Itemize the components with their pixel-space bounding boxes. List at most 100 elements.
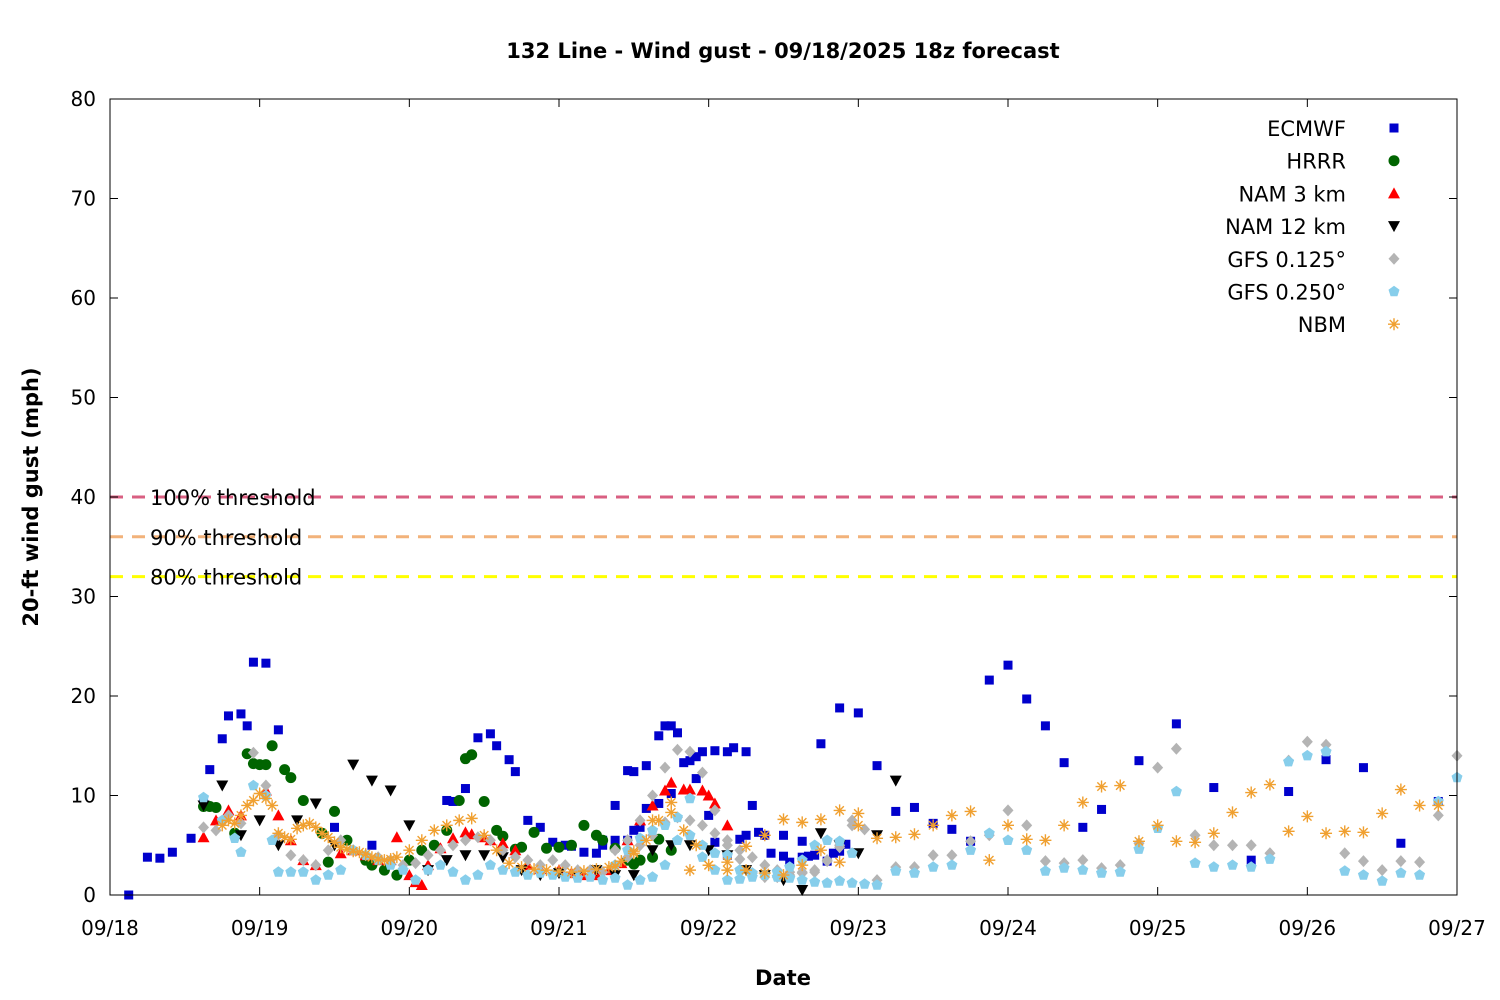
data-point <box>415 834 428 847</box>
data-point <box>1414 869 1426 880</box>
data-point <box>629 825 639 835</box>
data-point <box>253 787 266 800</box>
legend-label: NBM <box>1298 313 1346 337</box>
data-point <box>635 822 645 832</box>
data-point <box>247 746 259 759</box>
data-point <box>1394 783 1407 796</box>
data-point <box>835 703 845 713</box>
data-point <box>278 831 291 844</box>
data-point <box>577 865 590 878</box>
data-point <box>223 711 233 721</box>
data-point <box>1189 836 1202 849</box>
data-point <box>984 675 994 685</box>
data-point <box>460 784 470 794</box>
data-point <box>1283 755 1295 767</box>
data-point <box>747 800 757 810</box>
data-point <box>834 875 846 886</box>
data-point <box>1189 829 1201 842</box>
data-point <box>665 796 678 809</box>
legend-label: GFS 0.250° <box>1227 281 1346 305</box>
data-point <box>1245 839 1257 852</box>
data-point <box>722 747 732 757</box>
data-point <box>372 853 385 866</box>
data-point <box>228 817 241 830</box>
x-tick-label: 09/25 <box>1129 916 1187 940</box>
data-point <box>509 844 522 856</box>
data-point <box>609 844 621 857</box>
data-point <box>890 865 902 876</box>
data-point <box>1395 855 1407 868</box>
x-tick-label: 09/18 <box>81 916 139 940</box>
data-point <box>266 740 278 752</box>
data-point <box>660 721 670 731</box>
legend-marker <box>1388 155 1400 167</box>
data-point <box>1357 869 1369 880</box>
data-point <box>696 819 708 832</box>
data-point <box>1058 819 1071 832</box>
data-point <box>1022 694 1032 704</box>
data-point <box>310 874 322 885</box>
data-point <box>1077 864 1089 875</box>
data-point <box>1114 866 1126 877</box>
data-point <box>777 869 790 882</box>
data-point <box>453 814 466 827</box>
data-point <box>367 840 377 850</box>
data-point <box>1338 825 1351 838</box>
data-point <box>410 874 422 885</box>
data-point <box>814 844 827 857</box>
y-tick-label: 80 <box>71 87 96 111</box>
data-point <box>1414 856 1426 869</box>
data-point <box>384 785 397 797</box>
legend-label: ECMWF <box>1267 117 1346 141</box>
data-point <box>353 846 366 859</box>
data-point <box>340 843 353 856</box>
data-point <box>247 794 260 807</box>
data-point <box>828 848 838 858</box>
data-point <box>260 759 272 771</box>
data-point <box>1170 742 1182 755</box>
data-point <box>758 867 771 880</box>
data-point <box>908 867 920 878</box>
data-point <box>1151 819 1164 832</box>
data-point <box>309 821 322 834</box>
data-point <box>1002 819 1014 832</box>
data-point <box>821 877 833 888</box>
data-point <box>797 836 807 846</box>
data-point <box>734 844 746 857</box>
data-point <box>459 874 471 885</box>
data-point <box>816 739 826 749</box>
data-point <box>403 844 416 857</box>
data-point <box>242 721 252 731</box>
data-point <box>1320 827 1333 840</box>
data-point <box>266 799 279 812</box>
data-point <box>553 865 565 878</box>
data-point <box>1209 783 1219 793</box>
legend-marker <box>1388 187 1400 199</box>
data-point <box>708 797 721 809</box>
data-point <box>509 866 521 877</box>
data-point <box>365 851 378 864</box>
data-point <box>709 847 721 858</box>
data-point <box>1301 735 1313 748</box>
data-point <box>1246 855 1256 865</box>
data-point <box>909 802 919 812</box>
x-axis-label: Date <box>755 966 811 990</box>
data-point <box>1170 835 1183 848</box>
x-tick-label: 09/22 <box>680 916 738 940</box>
data-point <box>446 832 459 844</box>
data-point <box>683 783 696 795</box>
data-point <box>1096 867 1108 878</box>
data-point <box>1320 745 1332 757</box>
data-point <box>247 779 259 791</box>
data-point <box>754 827 764 837</box>
data-point <box>646 845 659 857</box>
data-point <box>810 850 820 860</box>
data-points <box>124 657 1463 900</box>
data-point <box>1284 787 1294 797</box>
data-point <box>796 866 808 879</box>
legend: ECMWF HRRR NAM 3 km NAM 12 km GFS 0.125° GFS … <box>1225 117 1400 337</box>
data-point <box>1171 719 1181 729</box>
data-point <box>965 835 977 848</box>
x-tick-label: 09/19 <box>231 916 289 940</box>
